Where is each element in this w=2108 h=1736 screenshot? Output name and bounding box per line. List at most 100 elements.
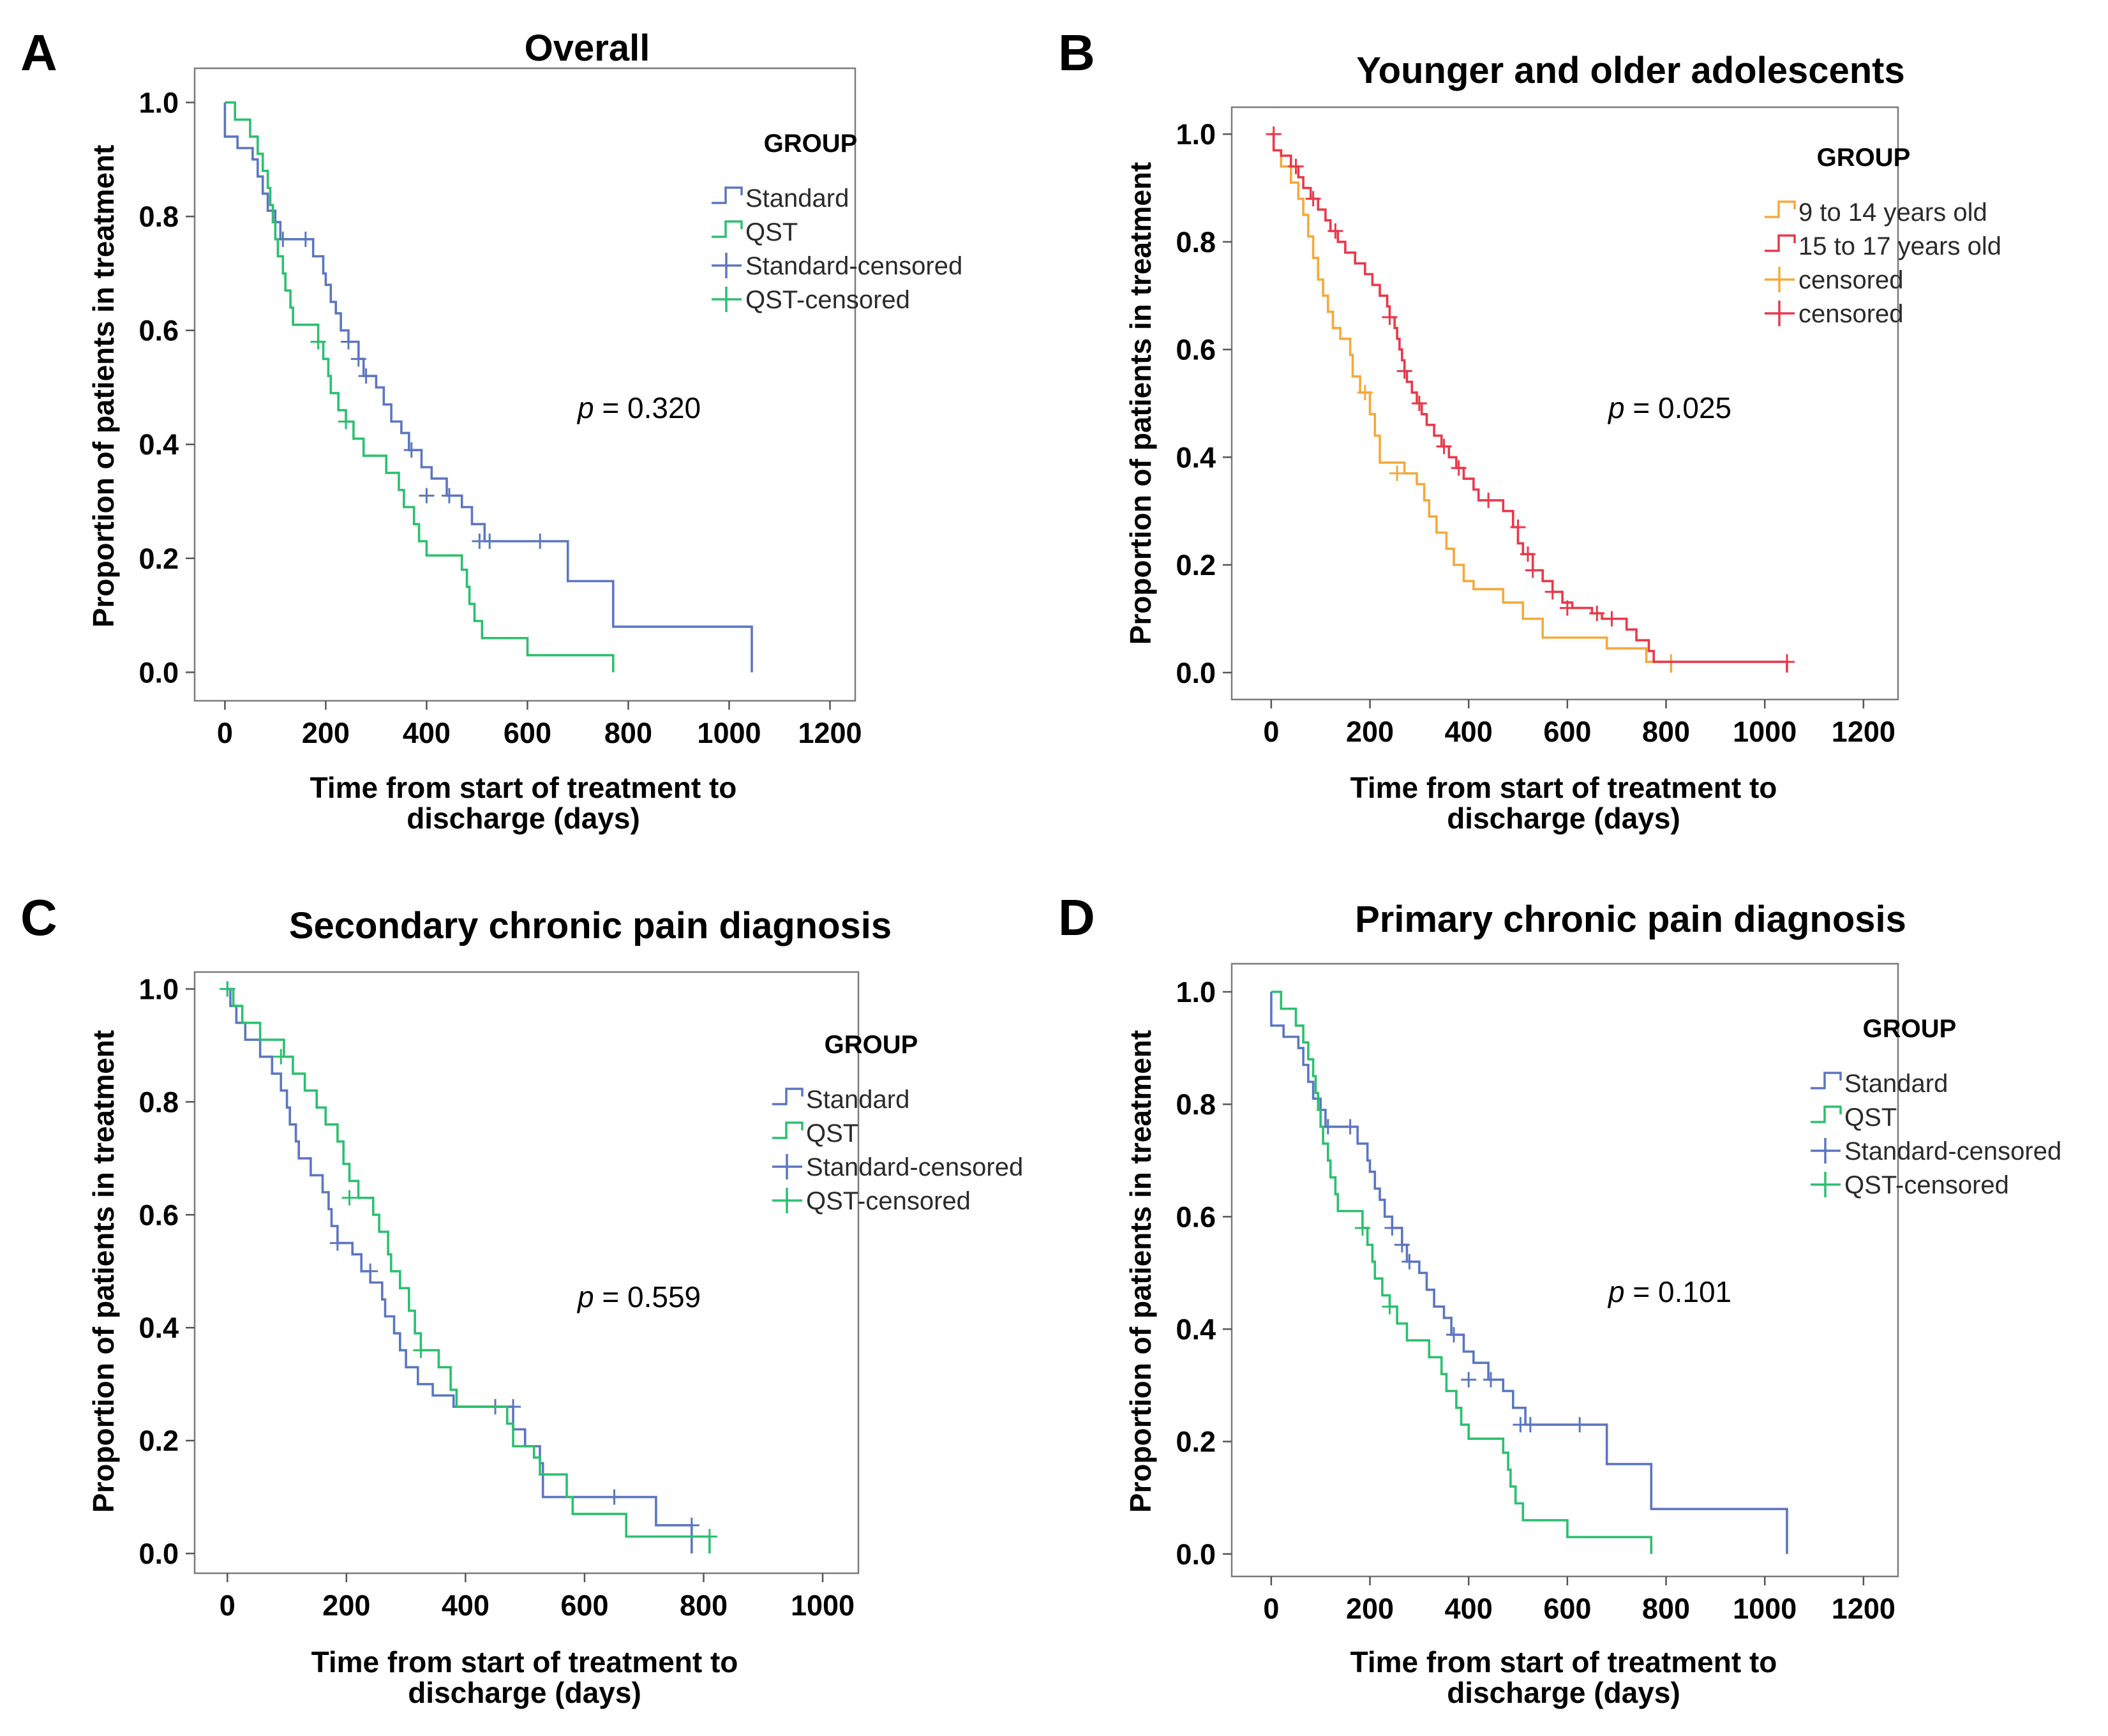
x-tick-label: 200	[1346, 715, 1394, 748]
legend-step-icon	[772, 1121, 804, 1139]
censor-mark	[606, 1489, 622, 1505]
legend-entry-label: Standard-censored	[745, 252, 962, 280]
x-tick-label: 200	[322, 1589, 370, 1622]
panel-a: A Overall 0 200 400 600 800 1000 1200 0.0 0.2 0.4 0.…	[20, 24, 962, 835]
censor-mark	[350, 351, 366, 367]
panel-c: C Secondary chronic pain diagnosis 0 200 400…	[20, 889, 1023, 1709]
censor-mark	[1382, 1299, 1398, 1315]
y-tick-label: 0.4	[1176, 441, 1216, 474]
y-tick-label: 0.8	[1176, 226, 1216, 258]
censor-mark	[1572, 1417, 1588, 1433]
censor-mark	[419, 488, 435, 504]
p-value-symbol: p	[576, 1280, 594, 1313]
legend-censor-icon	[1765, 301, 1795, 326]
y-tick-label: 0.2	[1176, 1426, 1216, 1458]
p-value: p = 0.025	[1607, 391, 1731, 424]
censor-mark	[363, 1263, 378, 1279]
censor-mark	[1266, 126, 1282, 142]
y-tick-label: 0.8	[138, 1086, 179, 1118]
y-tick-label: 0.4	[138, 1312, 179, 1344]
censor-mark	[1544, 584, 1560, 600]
y-axis-title: Proportion of patients in treatment	[87, 145, 120, 627]
legend-entry-label: Standard-censored	[1844, 1137, 2061, 1165]
censor-mark	[1779, 654, 1795, 670]
legend-title: GROUP	[825, 1031, 918, 1059]
censor-mark	[1604, 611, 1620, 627]
y-tick-label: 0.0	[138, 656, 179, 689]
censor-mark	[1525, 562, 1541, 578]
x-tick-label: 600	[1543, 1592, 1591, 1625]
panel-d: D Primary chronic pain diagnosis 0 200 400 60…	[1058, 889, 2061, 1709]
censor-mark	[403, 442, 419, 458]
p-value: p = 0.101	[1607, 1275, 1731, 1308]
censor-mark	[1461, 1372, 1477, 1388]
censor-mark	[1436, 438, 1452, 454]
panel-letter: A	[20, 24, 57, 81]
censor-mark	[341, 1190, 357, 1206]
series-1-step-line	[1270, 992, 1788, 1554]
y-tick-label: 0.0	[138, 1538, 179, 1570]
panel-letter: C	[20, 889, 57, 946]
censor-mark	[1451, 460, 1467, 476]
censor-mark	[1394, 1237, 1410, 1253]
censor-mark	[441, 488, 457, 504]
x-tick-label: 1000	[1733, 1592, 1797, 1625]
legend-entry-label: censored	[1798, 266, 1904, 294]
x-tick-label: 1000	[791, 1589, 855, 1622]
y-tick-label: 1.0	[138, 973, 179, 1006]
plot-area	[193, 67, 856, 702]
legend: GROUP Standard QST Standard-censored QST-cen…	[1811, 1015, 2061, 1199]
censor-mark	[297, 231, 313, 247]
x-tick-label: 800	[680, 1589, 728, 1622]
censor-mark	[482, 534, 498, 550]
x-tick-label: 800	[1642, 715, 1690, 748]
x-axis-title: discharge (days)	[1447, 802, 1680, 835]
censor-mark	[1446, 1327, 1461, 1343]
y-tick-label: 0.0	[1176, 657, 1216, 689]
x-tick-label: 600	[560, 1589, 608, 1622]
censor-mark	[1342, 1119, 1358, 1135]
p-value-symbol: p	[1607, 391, 1625, 424]
panel-title: Secondary chronic pain diagnosis	[289, 905, 892, 947]
legend-step-icon	[712, 186, 743, 204]
censor-mark	[1327, 223, 1343, 239]
panel-letter: B	[1058, 24, 1095, 81]
y-tick-label: 0.6	[1176, 1201, 1216, 1233]
y-tick-label: 1.0	[138, 87, 179, 119]
censor-mark	[701, 1529, 717, 1545]
panel-title: Overall	[525, 27, 650, 69]
legend-censor-icon	[712, 287, 742, 312]
plot-area	[1230, 962, 1899, 1578]
x-tick-label: 0	[1263, 1592, 1279, 1625]
p-value-symbol: p	[576, 391, 594, 424]
legend-entry-label: Standard-censored	[806, 1153, 1023, 1181]
y-axis-title: Proportion of patients in treatment	[87, 1030, 120, 1513]
x-tick-label: 1200	[798, 717, 862, 749]
y-tick-label: 0.4	[1176, 1313, 1216, 1345]
series-1-step-line	[1271, 133, 1673, 673]
censor-mark	[1384, 1220, 1400, 1236]
x-axis-title: Time from start of treatment to	[311, 1645, 738, 1679]
panel-b: B Younger and older adolescents 0 200 400 600…	[1058, 24, 2001, 835]
x-axis-title: Time from start of treatment to	[310, 771, 737, 804]
legend-title: GROUP	[1817, 144, 1911, 172]
legend-entry-label: Standard	[745, 184, 849, 213]
censor-mark	[1481, 492, 1497, 508]
legend-entry-label: censored	[1798, 300, 1904, 328]
censor-mark	[273, 1049, 289, 1065]
y-tick-label: 0.6	[138, 315, 179, 347]
x-axis-title: discharge (days)	[1447, 1676, 1680, 1709]
x-tick-label: 0	[220, 1589, 235, 1622]
x-tick-label: 1000	[1733, 715, 1797, 748]
censor-mark	[1382, 310, 1398, 326]
censor-mark	[310, 334, 326, 350]
legend: GROUP Standard QST Standard-censored QST-cen…	[772, 1031, 1023, 1215]
panel-letter: D	[1058, 889, 1095, 946]
censor-mark	[1389, 465, 1405, 481]
p-value-text: = 0.025	[1625, 391, 1732, 424]
panel-title: Younger and older adolescents	[1356, 50, 1904, 91]
censor-mark	[1402, 1253, 1417, 1269]
x-tick-label: 400	[1445, 715, 1493, 748]
series-2-step-line	[1271, 991, 1653, 1554]
y-tick-label: 0.0	[1176, 1538, 1216, 1571]
